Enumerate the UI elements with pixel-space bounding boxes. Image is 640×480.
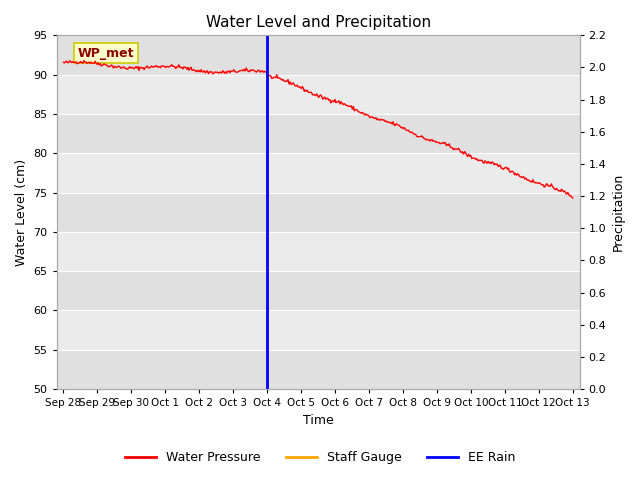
Bar	[57, 350, 580, 389]
Bar	[57, 114, 580, 153]
Bar	[57, 192, 580, 232]
Bar	[57, 232, 580, 271]
Bar	[57, 153, 580, 192]
Title: Water Level and Precipitation: Water Level and Precipitation	[205, 15, 431, 30]
Bar	[57, 36, 580, 74]
Y-axis label: Water Level (cm): Water Level (cm)	[15, 158, 28, 266]
Bar	[57, 271, 580, 311]
Legend: Water Pressure, Staff Gauge, EE Rain: Water Pressure, Staff Gauge, EE Rain	[120, 446, 520, 469]
Bar	[57, 311, 580, 350]
Bar	[57, 74, 580, 114]
Text: WP_met: WP_met	[77, 47, 134, 60]
Y-axis label: Precipitation: Precipitation	[612, 173, 625, 252]
X-axis label: Time: Time	[303, 414, 333, 427]
